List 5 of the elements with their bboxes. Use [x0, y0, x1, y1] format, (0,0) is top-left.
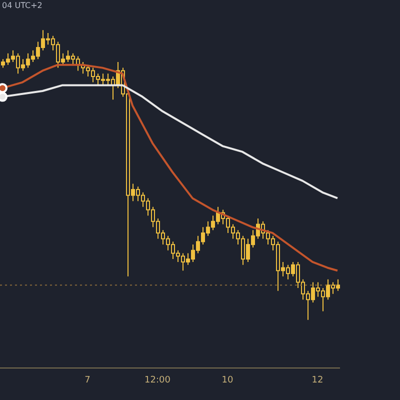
x-tick-label: 7 — [84, 375, 90, 386]
x-tick-label: 10 — [222, 375, 234, 386]
x-tick-label: 12:00 — [144, 375, 171, 386]
x-tick-label: 12 — [312, 375, 324, 386]
text: 04 UTC+2 — [2, 1, 42, 10]
